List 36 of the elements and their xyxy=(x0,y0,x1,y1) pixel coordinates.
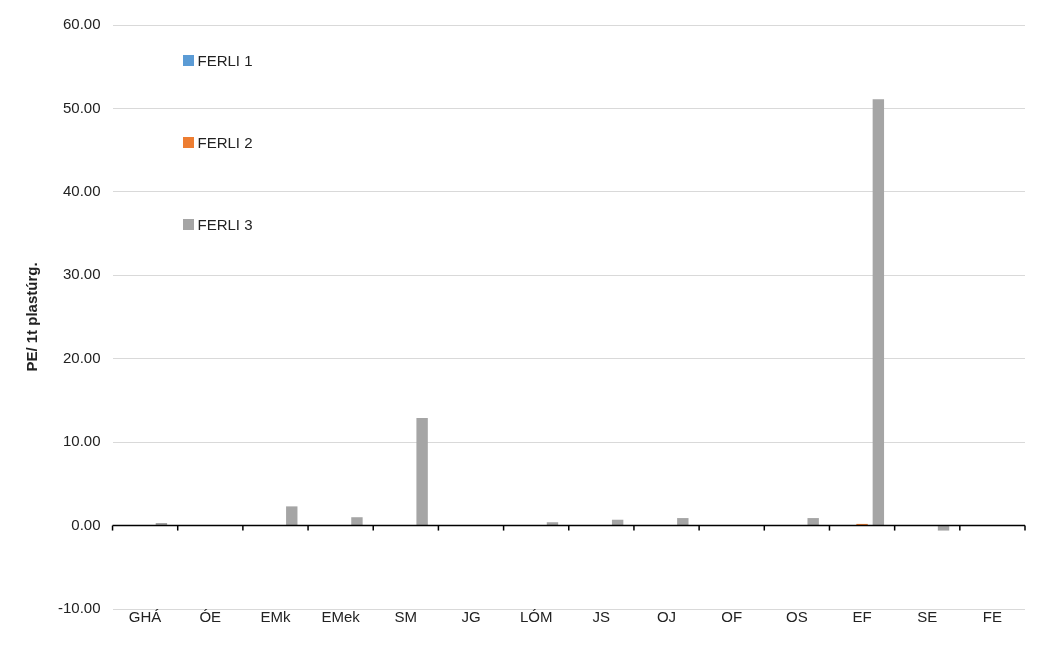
legend-label: FERLI 1 xyxy=(197,51,253,69)
bar xyxy=(416,417,428,526)
x-tick-label: EMk xyxy=(260,608,291,626)
y-axis-title: PE/ 1t plastúrg. xyxy=(23,262,41,372)
x-tick-label: OF xyxy=(721,608,743,626)
y-tick-label: 0.00 xyxy=(71,515,101,533)
x-tick-label: EF xyxy=(852,608,872,626)
x-tick-label: GHÁ xyxy=(128,608,162,626)
x-tick-label: OS xyxy=(786,608,808,626)
y-tick-label: -10.00 xyxy=(57,599,101,617)
y-tick-label: 20.00 xyxy=(62,348,101,366)
x-tick-label: JG xyxy=(461,608,481,626)
bar xyxy=(937,526,950,531)
y-tick-label: 40.00 xyxy=(62,182,101,199)
x-tick-label: ÓE xyxy=(199,608,222,626)
x-tick-label: JS xyxy=(592,608,611,626)
x-tick-label: OJ xyxy=(656,608,677,626)
y-tick-label: 10.00 xyxy=(62,432,101,450)
y-tick-label: 30.00 xyxy=(62,265,101,283)
bar xyxy=(351,517,363,526)
legend-label: FERLI 3 xyxy=(197,215,253,233)
bar xyxy=(611,519,624,526)
y-tick-label: 50.00 xyxy=(62,98,101,116)
x-tick-label: LÓM xyxy=(519,608,553,626)
bar xyxy=(807,518,819,526)
bar xyxy=(872,99,885,526)
bar xyxy=(286,506,298,526)
bar xyxy=(677,518,689,526)
bar xyxy=(155,523,168,526)
x-tick-label: FE xyxy=(982,608,1002,626)
x-tick-label: EMek xyxy=(321,608,361,626)
bar xyxy=(546,522,559,526)
x-tick-label: SE xyxy=(917,608,938,626)
y-tick-label: 60.00 xyxy=(62,15,101,33)
x-tick-label: SM xyxy=(394,608,418,626)
legend-label: FERLI 2 xyxy=(197,133,253,151)
